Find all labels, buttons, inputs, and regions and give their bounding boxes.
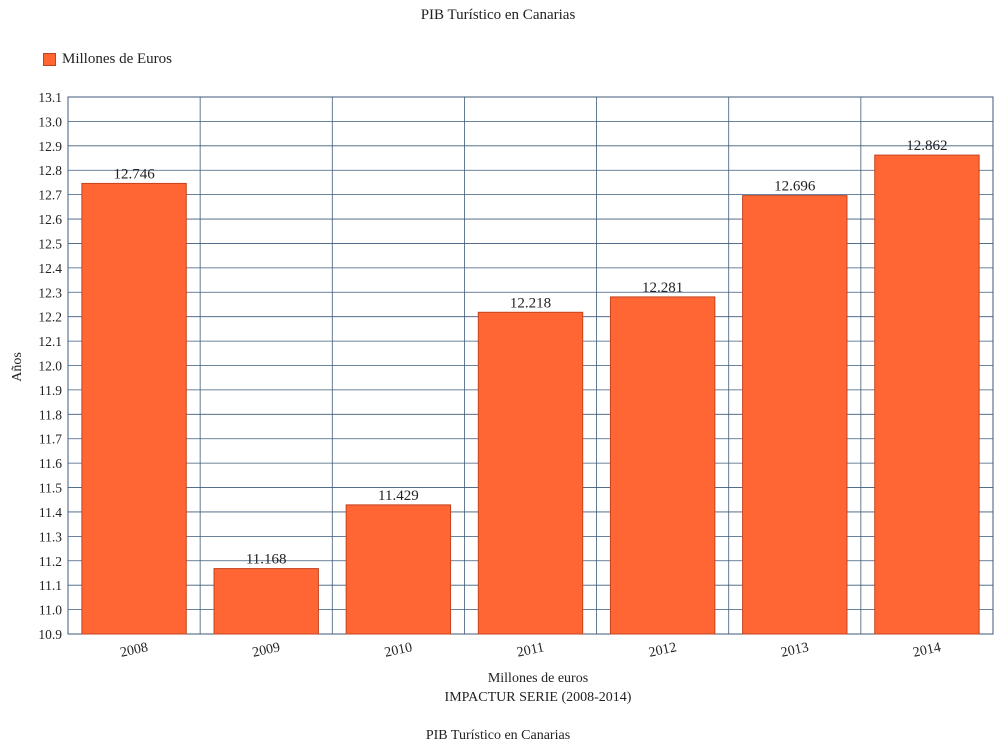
bar-2008 xyxy=(81,182,187,635)
y-tick-label: 12.4 xyxy=(38,261,62,276)
x-tick-label: 2013 xyxy=(780,640,811,660)
x-tick-label: 2011 xyxy=(516,640,546,660)
y-tick-label: 11.6 xyxy=(39,456,62,471)
x-tick-label: 2010 xyxy=(383,640,414,660)
bars xyxy=(81,154,980,635)
y-tick-label: 13.0 xyxy=(38,114,62,129)
y-tick-label: 11.3 xyxy=(39,529,62,544)
y-tick-label: 12.3 xyxy=(38,285,62,300)
y-tick-label: 12.8 xyxy=(38,163,62,178)
data-label-2009: 11.168 xyxy=(246,552,287,568)
y-tick-label: 11.5 xyxy=(39,481,62,496)
y-tick-label: 12.2 xyxy=(38,310,62,325)
bar-2012 xyxy=(609,296,716,635)
y-tick-label: 11.7 xyxy=(39,432,62,447)
x-tick-label: 2012 xyxy=(647,640,678,660)
data-label-2013: 12.696 xyxy=(774,179,816,195)
y-tick-label: 12.9 xyxy=(38,139,62,154)
y-tick-label: 11.1 xyxy=(39,578,62,593)
bar-2013 xyxy=(742,195,848,635)
y-axis-label: Años xyxy=(10,352,25,382)
data-labels: 12.746 11.168 11.429 12.218 12.281 12.696 12.8… xyxy=(113,138,947,567)
y-tick-label: 11.0 xyxy=(39,603,62,618)
data-label-2012: 12.281 xyxy=(642,280,683,296)
chart-footer: PIB Turístico en Canarias xyxy=(425,728,571,743)
bar-2014 xyxy=(874,154,980,635)
data-label-2008: 12.746 xyxy=(113,166,155,182)
bar-2011 xyxy=(477,311,584,635)
data-label-2010: 11.429 xyxy=(378,488,419,504)
y-tick-label: 12.6 xyxy=(38,212,62,227)
y-tick-label: 12.1 xyxy=(38,334,62,349)
data-label-2014: 12.862 xyxy=(906,138,947,154)
y-axis-ticks: 10.9 11.0 11.1 11.2 11.3 11.4 11.5 11.6 11.7 11.8… xyxy=(38,90,62,642)
y-tick-label: 11.9 xyxy=(39,383,62,398)
y-tick-label: 11.8 xyxy=(39,407,62,422)
chart-title: PIB Turístico en Canarias xyxy=(420,7,576,23)
chart-legend: Millones de Euros xyxy=(43,51,172,68)
legend-label: Millones de Euros xyxy=(62,51,172,67)
x-axis-label: Millones de euros xyxy=(488,671,588,686)
legend-swatch xyxy=(43,53,56,66)
x-tick-label: 2009 xyxy=(251,640,282,660)
y-tick-label: 13.1 xyxy=(38,90,62,105)
x-axis-ticks: 2008 2009 2010 2011 2012 2013 2014 xyxy=(119,640,942,660)
y-tick-label: 11.2 xyxy=(39,554,62,569)
x-tick-label: 2008 xyxy=(119,640,150,660)
y-tick-label: 12.0 xyxy=(38,359,62,374)
x-tick-label: 2014 xyxy=(912,640,943,660)
chart-subtitle: IMPACTUR SERIE (2008-2014) xyxy=(445,690,632,705)
y-tick-label: 12.7 xyxy=(38,188,62,203)
y-tick-label: 10.9 xyxy=(38,627,62,642)
bar-2010 xyxy=(345,504,452,635)
bar-2009 xyxy=(213,568,319,635)
y-tick-label: 12.5 xyxy=(38,236,62,251)
data-label-2011: 12.218 xyxy=(510,295,551,311)
y-tick-label: 11.4 xyxy=(39,505,62,520)
